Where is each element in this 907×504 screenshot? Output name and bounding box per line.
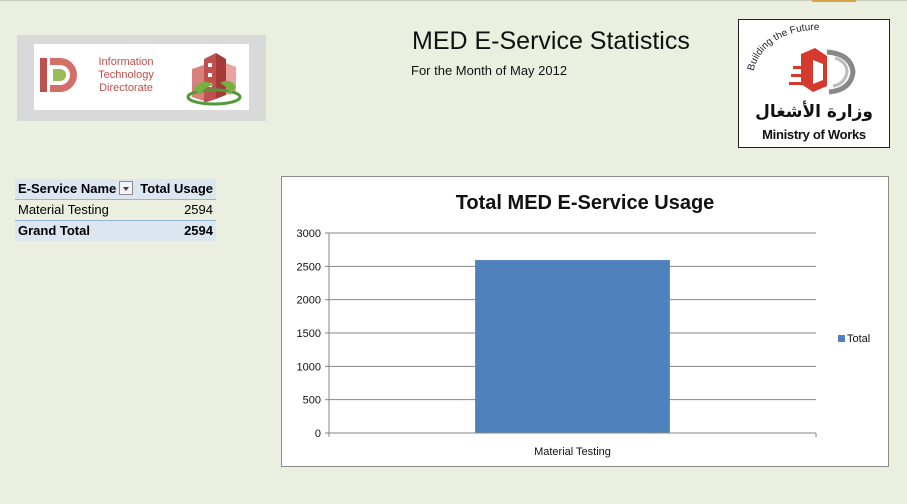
page-subtitle: For the Month of May 2012 [411,63,568,78]
legend-swatch [838,335,845,342]
y-tick-label: 500 [303,395,321,407]
itd-line-1: Information [98,56,154,68]
ministry-logo: Building the Future وزارة الأشغال Minist… [738,19,890,148]
x-tick-label: Material Testing [534,446,611,458]
pivot-grand-total-value: 2594 [184,223,213,238]
y-tick-label: 1000 [297,361,321,373]
pivot-header-total: Total Usage [140,181,213,196]
y-tick-label: 0 [315,428,321,440]
usage-chart-svg: Total MED E-Service Usage 0 500 1000 1500 20… [297,192,871,458]
itd-mark-icon [40,58,77,92]
pivot-header-name: E-Service Name [18,181,117,196]
y-tick-label: 3000 [297,228,321,240]
pivot-row-total: 2594 [184,202,213,217]
pivot-header-row: E-Service Name Total Usage [15,179,216,200]
itd-logo-text: Information Technology Directorate [86,56,166,95]
pivot-table: E-Service Name Total Usage Material Test… [15,179,216,241]
pivot-data-row: Material Testing 2594 [15,200,216,221]
top-border [0,0,907,1]
pivot-row-name: Material Testing [18,202,109,217]
y-tick-label: 2500 [297,261,321,273]
filter-dropdown-button[interactable] [119,181,133,195]
ministry-emblem-icon: Building the Future [746,22,856,95]
bar-material-testing [475,260,670,433]
itd-line-3: Directorate [99,82,153,94]
itd-logo-panel: Information Technology Directorate [17,35,266,121]
legend-label: Total [847,333,870,345]
y-tick-label: 2000 [297,295,321,307]
ministry-arabic-name: وزارة الأشغال [755,102,873,122]
ministry-english-name: Ministry of Works [762,127,866,142]
page-title: MED E-Service Statistics [412,27,690,55]
itd-logo: Information Technology Directorate [34,44,249,110]
pivot-grand-total-row: Grand Total 2594 [15,221,216,241]
itd-line-2: Technology [98,69,154,81]
top-accent [812,0,856,2]
usage-chart[interactable]: Total MED E-Service Usage 0 500 1000 1500 20… [281,176,889,467]
chart-title: Total MED E-Service Usage [456,192,715,214]
pivot-grand-total-label: Grand Total [18,223,90,238]
y-tick-label: 1500 [297,328,321,340]
building-icon [186,53,242,106]
